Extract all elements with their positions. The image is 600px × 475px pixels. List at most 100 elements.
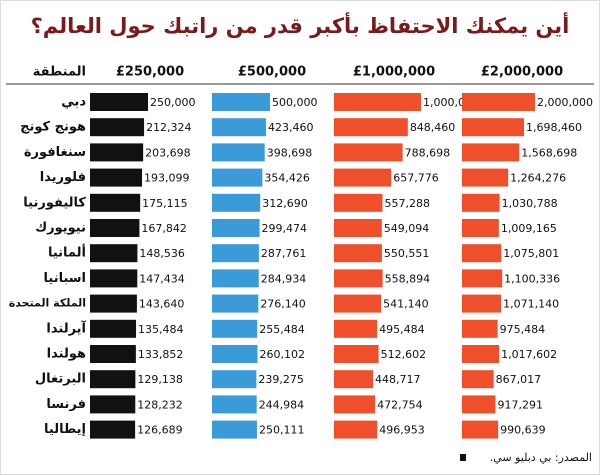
bar [462, 370, 494, 389]
bar [212, 319, 258, 338]
bar [334, 168, 392, 187]
bar [462, 193, 500, 212]
value-label: 312,690 [262, 197, 308, 210]
value-label: 512,602 [381, 348, 427, 361]
value-label: 287,761 [261, 247, 307, 260]
value-label: 788,698 [405, 146, 451, 159]
value-label: 250,111 [259, 424, 305, 437]
bar [90, 420, 136, 439]
value-label: 472,754 [377, 398, 423, 411]
value-label: 175,115 [142, 197, 188, 210]
value-label: 549,094 [384, 222, 430, 235]
value-label: 558,894 [385, 272, 431, 285]
region-name: دبي [61, 95, 86, 110]
bar [334, 143, 403, 162]
region-name: سنغافورة [24, 145, 86, 160]
value-label: 500,000 [272, 96, 318, 109]
value-label: 284,934 [261, 272, 307, 285]
value-label: 1,568,698 [521, 146, 577, 159]
value-label: 128,232 [137, 398, 183, 411]
bar [212, 269, 259, 288]
value-label: 448,717 [375, 373, 421, 386]
bar [334, 93, 421, 111]
value-label: 212,324 [146, 121, 192, 134]
source-bullet [460, 454, 466, 461]
region-name: كاليفورنيا [23, 195, 86, 210]
chart-title: أين يمكنك الاحتفاظ بأكبر قدر من راتبك حو… [31, 11, 570, 38]
region-name: اسبانيا [44, 271, 87, 286]
bar [462, 118, 524, 137]
value-label: 1,009,165 [501, 222, 557, 235]
region-name: البرتغال [35, 372, 86, 387]
region-name: إيطاليا [44, 422, 86, 437]
region-name: فلوريدا [40, 170, 86, 185]
bar [462, 143, 520, 162]
bar [334, 193, 383, 212]
bar [212, 193, 261, 212]
bar [90, 244, 138, 263]
bar [334, 269, 383, 288]
bar [334, 420, 378, 439]
region-name: آيرلندا [46, 319, 86, 336]
value-label: 657,776 [393, 172, 439, 185]
value-label: 1,264,276 [510, 172, 566, 185]
value-label: 495,484 [379, 323, 425, 336]
value-label: 398,698 [267, 146, 313, 159]
value-label: 250,000 [150, 96, 196, 109]
bar [462, 294, 502, 313]
value-label: 129,138 [137, 373, 183, 386]
bar [90, 93, 148, 111]
value-label: 244,984 [259, 398, 305, 411]
bar [90, 319, 137, 338]
bar [462, 93, 535, 111]
bar [462, 168, 509, 187]
bar [90, 193, 141, 212]
bar [212, 219, 260, 237]
bar [212, 370, 257, 389]
bar [212, 420, 257, 439]
bar [462, 420, 499, 439]
value-label: 133,852 [138, 348, 184, 361]
bar [90, 219, 140, 237]
bar [334, 244, 382, 263]
bar [90, 269, 138, 288]
bar [212, 168, 263, 187]
value-label: 1,075,801 [503, 247, 559, 260]
value-label: 541,140 [383, 298, 429, 311]
value-label: 143,640 [139, 298, 185, 311]
value-label: 147,434 [139, 272, 185, 285]
bar [462, 319, 498, 338]
bar [90, 294, 137, 313]
bar [90, 118, 145, 137]
region-name: فرنسا [46, 397, 86, 412]
value-label: 1,017,602 [501, 348, 557, 361]
bar [212, 93, 270, 111]
value-label: 848,460 [410, 121, 456, 134]
bar [90, 370, 136, 389]
region-name: نيويورك [35, 221, 86, 236]
value-label: 423,460 [268, 121, 314, 134]
bar [334, 219, 382, 237]
bar [462, 395, 496, 414]
bar [334, 118, 408, 137]
column-header: £1,000,000 [353, 65, 435, 80]
value-label: 148,536 [139, 247, 185, 260]
column-header: £500,000 [238, 65, 306, 80]
value-label: 354,426 [264, 172, 310, 185]
bar [334, 319, 378, 338]
source: المصدر: بي دبليو سي. [490, 451, 592, 464]
bar [462, 345, 500, 363]
bar [462, 244, 502, 263]
bar [212, 294, 259, 313]
bar [462, 219, 499, 237]
value-label: 557,288 [384, 197, 430, 210]
value-label: 193,099 [144, 172, 190, 185]
region-name: هونج كونج [20, 120, 86, 135]
value-label: 990,639 [500, 424, 546, 437]
value-label: 203,698 [145, 146, 191, 159]
bar [462, 269, 503, 288]
value-label: 1,698,460 [526, 121, 582, 134]
bar [90, 143, 144, 162]
bar [334, 345, 379, 363]
